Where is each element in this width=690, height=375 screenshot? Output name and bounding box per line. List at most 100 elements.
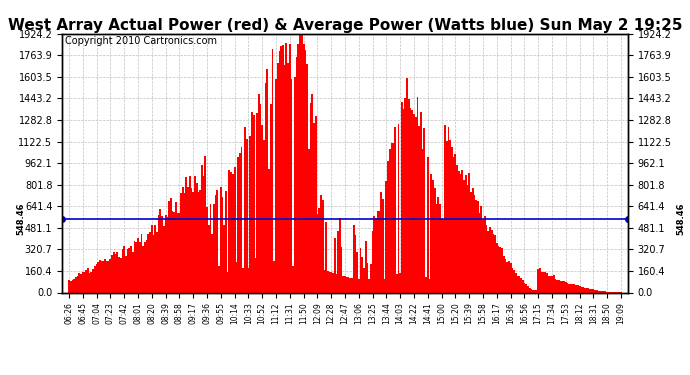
Bar	[189, 176, 190, 292]
Bar	[603, 291, 604, 292]
Bar	[566, 284, 569, 292]
Bar	[579, 286, 580, 292]
Bar	[384, 279, 386, 292]
Bar	[572, 284, 573, 292]
Bar	[504, 259, 506, 292]
Bar	[391, 142, 393, 292]
Bar	[406, 78, 408, 292]
Bar	[121, 249, 124, 292]
Bar	[587, 288, 589, 292]
Bar	[511, 268, 513, 292]
Bar	[432, 180, 434, 292]
Bar	[525, 284, 527, 292]
Bar	[253, 115, 255, 292]
Bar	[435, 204, 437, 292]
Bar	[206, 207, 208, 292]
Bar	[346, 277, 348, 292]
Bar	[539, 268, 541, 292]
Bar	[217, 190, 218, 292]
Bar	[482, 220, 484, 292]
Bar	[451, 147, 453, 292]
Bar	[551, 276, 553, 292]
Bar	[175, 202, 177, 292]
Bar	[513, 270, 515, 292]
Bar	[201, 165, 203, 292]
Bar	[538, 269, 539, 292]
Bar	[600, 291, 601, 292]
Bar	[225, 191, 227, 292]
Bar	[573, 284, 575, 292]
Bar	[560, 281, 562, 292]
Bar	[404, 98, 406, 292]
Bar	[311, 94, 313, 292]
Bar	[87, 268, 89, 292]
Bar	[455, 154, 456, 292]
Text: 548.46: 548.46	[17, 202, 26, 235]
Bar	[553, 275, 555, 292]
Bar	[242, 268, 244, 292]
Bar	[186, 177, 187, 292]
Bar	[244, 127, 246, 292]
Bar	[387, 161, 389, 292]
Title: West Array Actual Power (red) & Average Power (Watts blue) Sun May 2 19:25: West Array Actual Power (red) & Average …	[8, 18, 682, 33]
Bar	[520, 278, 522, 292]
Bar	[230, 172, 232, 292]
Bar	[190, 188, 193, 292]
Bar	[263, 140, 265, 292]
Bar	[149, 232, 151, 292]
Bar	[203, 176, 204, 292]
Bar	[132, 252, 134, 292]
Bar	[282, 45, 284, 292]
Bar	[372, 231, 373, 292]
Bar	[380, 192, 382, 292]
Bar	[106, 261, 108, 292]
Bar	[117, 252, 118, 292]
Bar	[466, 185, 469, 292]
Bar	[353, 225, 355, 292]
Bar	[108, 261, 110, 292]
Bar	[462, 170, 463, 292]
Bar	[555, 279, 556, 292]
Bar	[249, 136, 251, 292]
Bar	[377, 211, 379, 292]
Bar	[158, 216, 159, 292]
Bar	[529, 288, 531, 292]
Bar	[458, 171, 460, 292]
Bar	[532, 290, 534, 292]
Bar	[393, 142, 394, 292]
Bar	[70, 281, 72, 292]
Bar	[401, 102, 403, 292]
Bar	[382, 199, 384, 292]
Bar	[73, 279, 75, 292]
Bar	[124, 246, 125, 292]
Bar	[386, 180, 387, 292]
Bar	[358, 279, 359, 292]
Bar	[497, 246, 500, 292]
Bar	[152, 235, 155, 292]
Bar	[604, 291, 607, 292]
Bar	[86, 270, 87, 292]
Bar	[272, 49, 273, 292]
Bar	[166, 217, 168, 292]
Bar	[146, 240, 148, 292]
Bar	[368, 279, 370, 292]
Bar	[113, 252, 115, 292]
Bar	[500, 247, 501, 292]
Bar	[486, 225, 487, 292]
Bar	[80, 274, 82, 292]
Bar	[531, 289, 532, 292]
Bar	[446, 141, 448, 292]
Bar	[586, 288, 587, 292]
Bar	[251, 112, 253, 292]
Bar	[159, 209, 161, 292]
Bar	[410, 108, 411, 292]
Bar	[549, 276, 551, 292]
Bar	[68, 280, 70, 292]
Bar	[227, 272, 228, 292]
Bar	[341, 247, 342, 292]
Bar	[173, 212, 175, 292]
Bar	[255, 258, 256, 292]
Bar	[456, 165, 458, 292]
Bar	[208, 225, 210, 292]
Bar	[232, 174, 234, 292]
